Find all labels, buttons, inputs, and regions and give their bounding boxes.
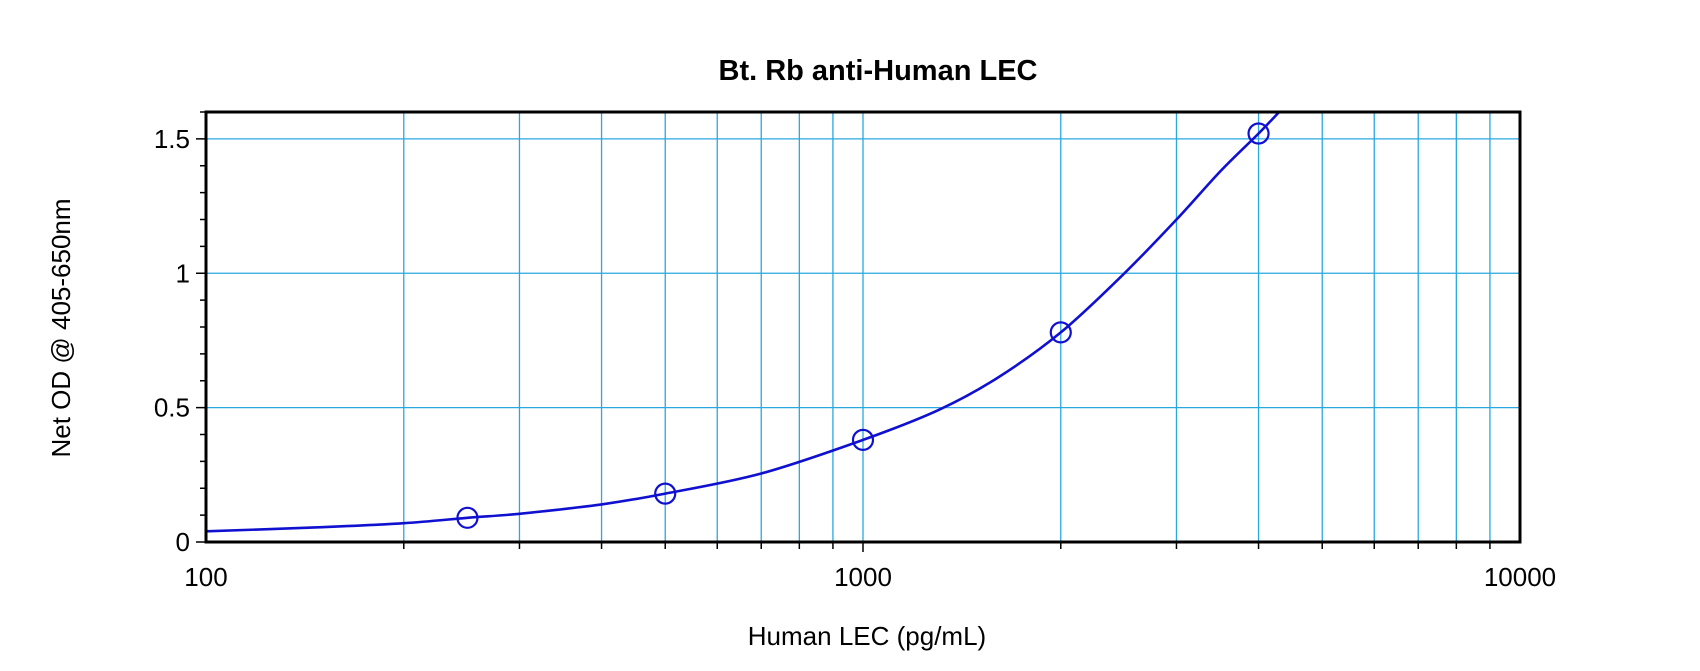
data-point (851, 428, 875, 451)
plot-frame (204, 110, 1522, 544)
data-point (1049, 321, 1072, 344)
y-tick-label: 0.5 (154, 393, 190, 423)
x-tick-label: 10000 (1484, 562, 1556, 592)
data-point (1247, 122, 1270, 145)
x-tick-label: 100 (184, 562, 227, 592)
y-tick-label: 1 (176, 258, 190, 288)
grid-lines (206, 112, 1520, 542)
x-axis-label: Human LEC (pg/mL) (748, 621, 986, 651)
fit-curve-group (206, 112, 1281, 533)
axis-ticks (196, 111, 1491, 552)
y-axis-label: Net OD @ 405-650nm (46, 198, 76, 457)
y-tick-label: 1.5 (154, 124, 190, 154)
tick-labels: 100 1000 10000 0 0.5 1 1.5 (154, 124, 1556, 592)
x-tick-label: 1000 (834, 562, 892, 592)
data-point (456, 506, 479, 529)
fit-curve (206, 112, 1281, 533)
data-points (456, 122, 1270, 529)
data-point (654, 482, 677, 505)
chart-title: Bt. Rb anti-Human LEC (719, 55, 1038, 87)
y-tick-label: 0 (176, 527, 190, 557)
